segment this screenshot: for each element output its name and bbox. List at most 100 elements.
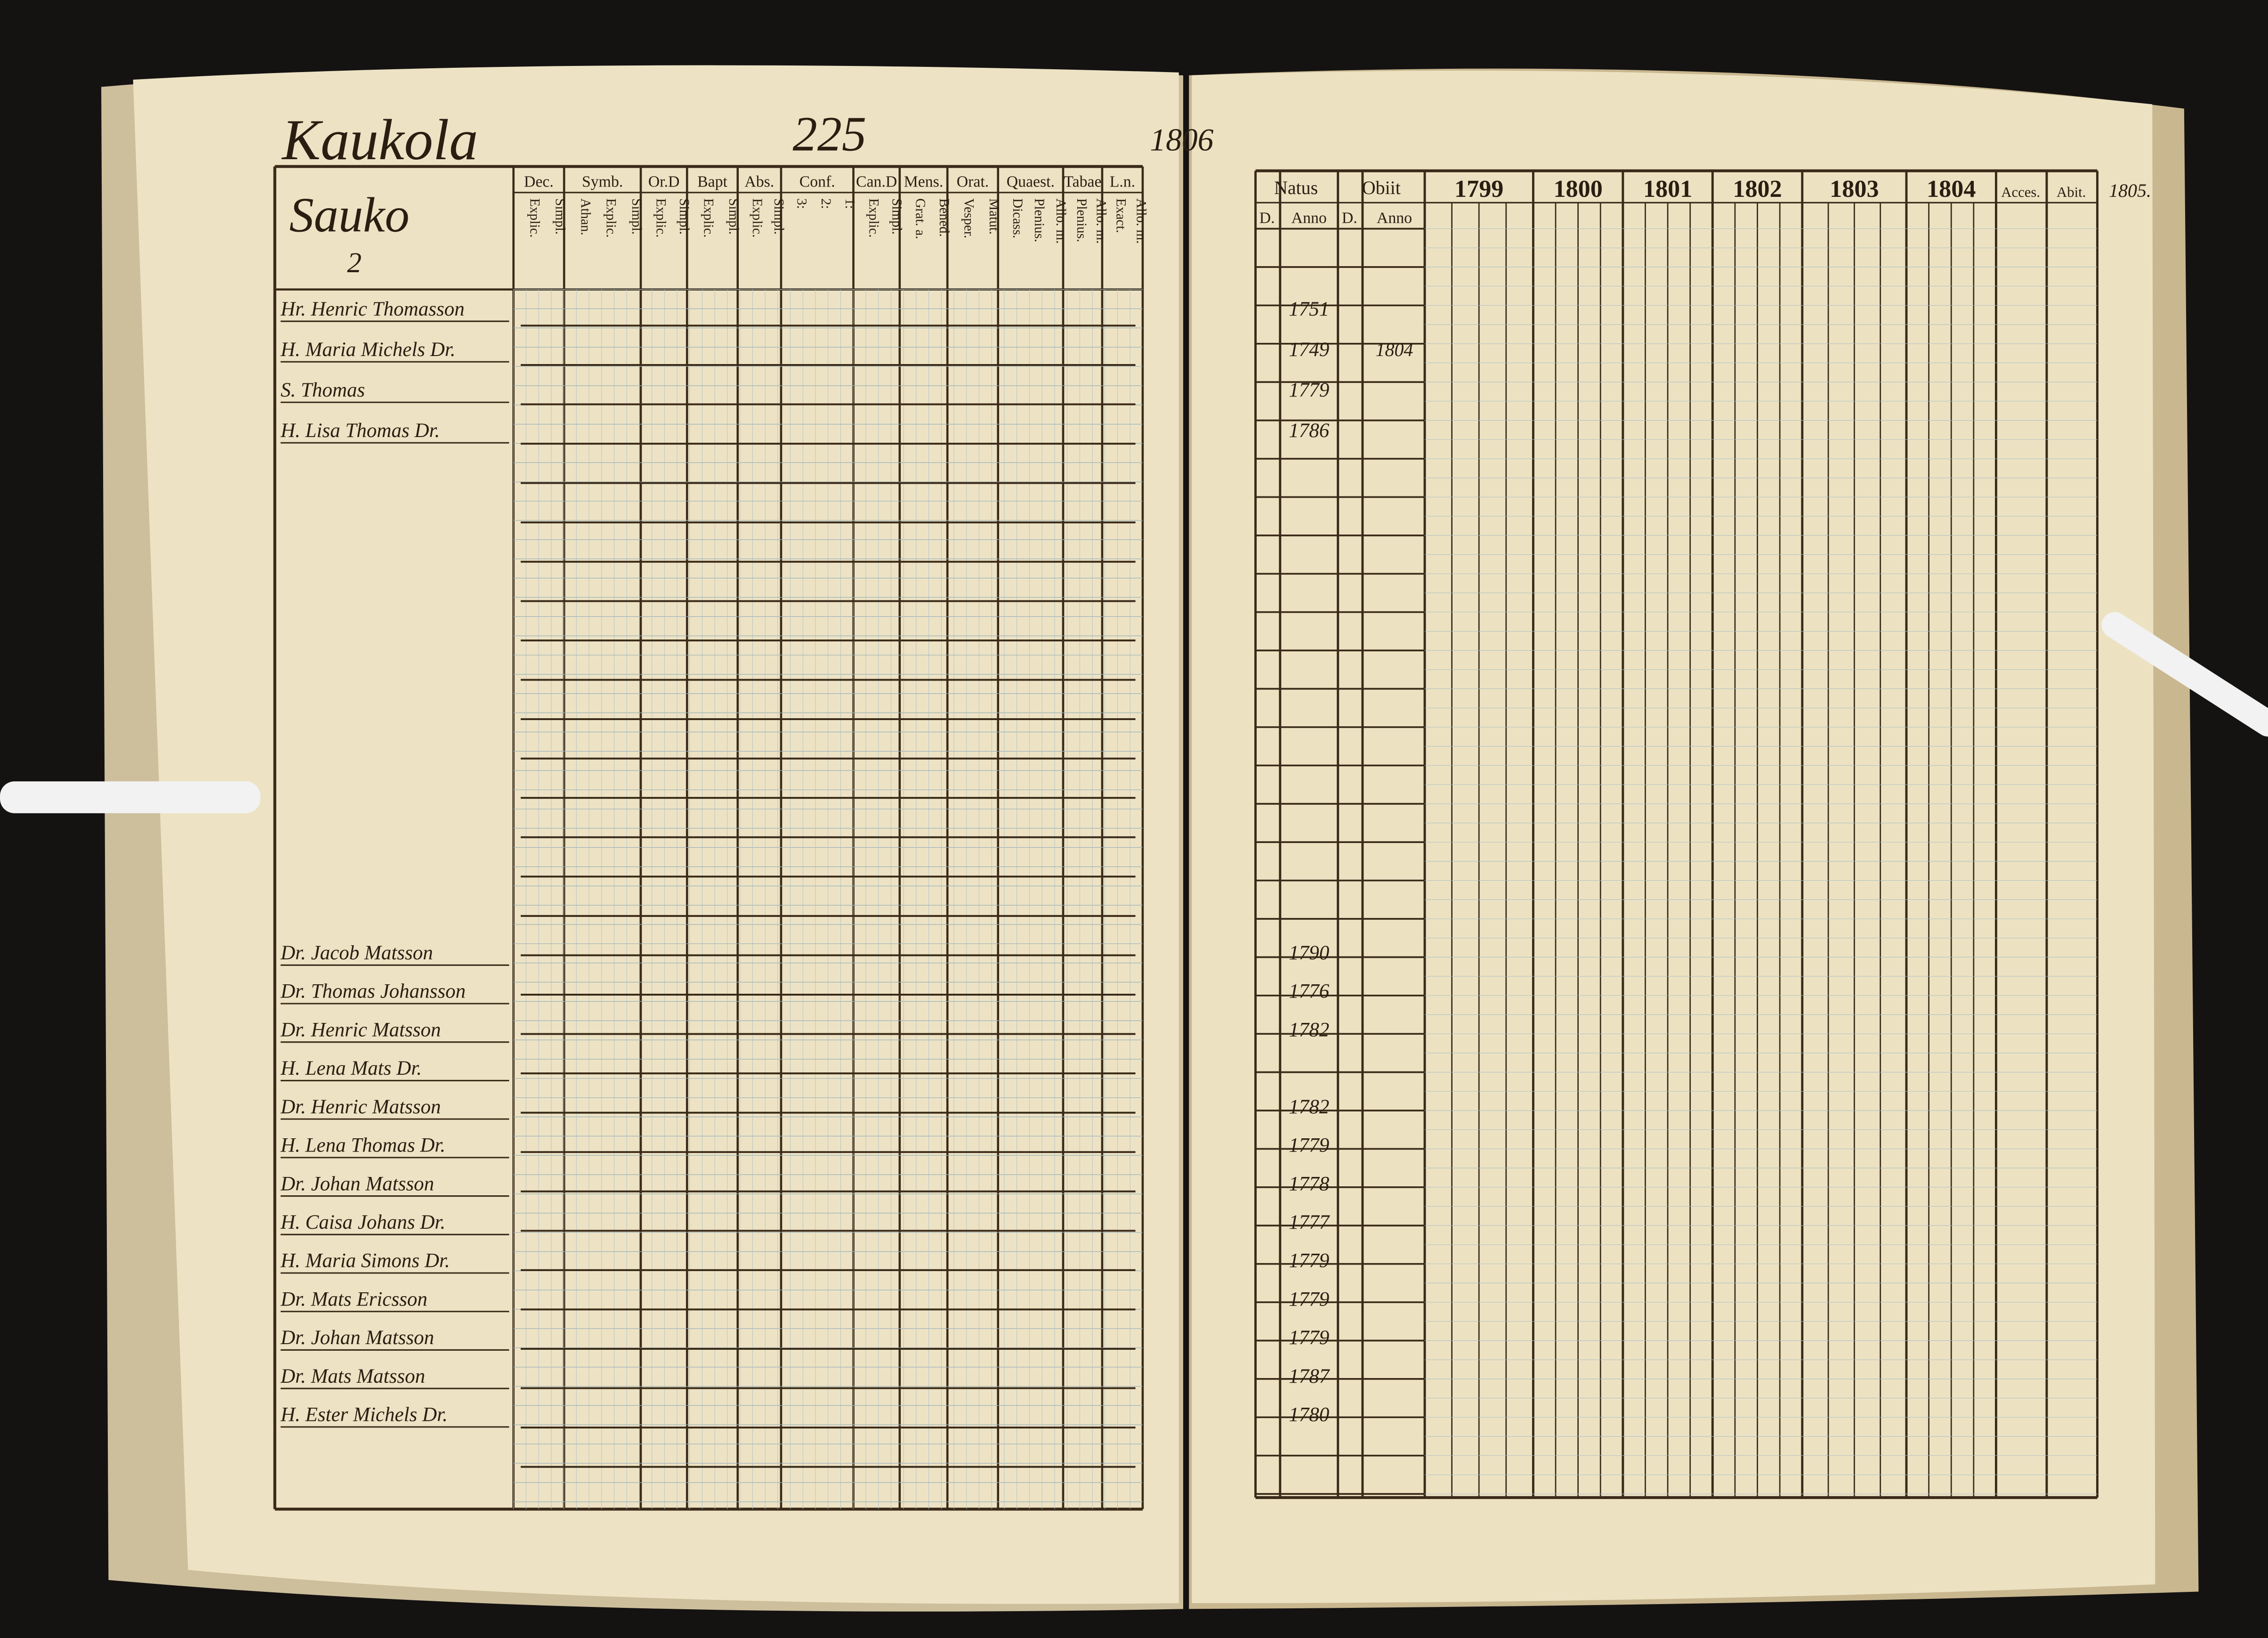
birth-year: 1782 bbox=[1289, 1096, 1329, 1118]
bookmark-right bbox=[2101, 612, 2268, 737]
page-number: 225 bbox=[792, 107, 866, 162]
column-subheader: Simpl. bbox=[771, 198, 786, 235]
header-sub: D. bbox=[1342, 209, 1357, 227]
birth-year: 1790 bbox=[1289, 942, 1329, 964]
birth-year: 1779 bbox=[1289, 1327, 1329, 1349]
column-subheader: Simpl. bbox=[677, 198, 692, 235]
birth-year: 1779 bbox=[1289, 379, 1329, 401]
year-header: 1801 bbox=[1643, 175, 1692, 203]
next-year: 1805. bbox=[2109, 180, 2151, 201]
birth-year: 1779 bbox=[1289, 1135, 1329, 1157]
column-subheader: 1: bbox=[842, 198, 857, 209]
column-subheader: 3: bbox=[794, 198, 809, 209]
person-name: Dr. Johan Matsson bbox=[280, 1173, 434, 1195]
header-accessit: Acces. bbox=[2001, 184, 2040, 200]
column-subheader: Explic. bbox=[701, 198, 716, 237]
column-subheader: Explic. bbox=[654, 198, 669, 237]
person-name: Dr. Thomas Johansson bbox=[280, 981, 466, 1003]
right-page bbox=[1192, 70, 2155, 1604]
person-name: H. Lena Thomas Dr. bbox=[280, 1135, 445, 1157]
village-name: Sauko bbox=[289, 188, 409, 243]
person-name: H. Lena Mats Dr. bbox=[280, 1057, 422, 1079]
person-name: H. Maria Simons Dr. bbox=[280, 1250, 450, 1272]
column-subheader: Explic. bbox=[750, 198, 765, 237]
person-name: Dr. Mats Ericsson bbox=[280, 1288, 428, 1310]
column-header: Can.D bbox=[856, 173, 897, 191]
birth-year: 1778 bbox=[1289, 1173, 1329, 1195]
column-subheader: Simpl. bbox=[726, 198, 741, 235]
header-sub: D. bbox=[1259, 209, 1275, 227]
column-header: L.n. bbox=[1110, 173, 1135, 191]
column-header: Symb. bbox=[582, 173, 623, 191]
column-subheader: Explic. bbox=[527, 198, 542, 237]
person-name: H. Ester Michels Dr. bbox=[280, 1404, 448, 1426]
column-subheader: Plenius. bbox=[1074, 198, 1089, 242]
page-number-right: 1806 bbox=[1150, 122, 1213, 158]
column-header: Orat. bbox=[957, 173, 989, 191]
birth-year: 1787 bbox=[1289, 1365, 1330, 1387]
person-name: Hr. Henric Thomasson bbox=[280, 298, 465, 320]
column-header: Mens. bbox=[904, 173, 944, 191]
year-header: 1804 bbox=[1927, 175, 1976, 203]
birth-year: 1786 bbox=[1289, 420, 1329, 442]
column-subheader: Explic. bbox=[866, 198, 881, 237]
birth-year: 1776 bbox=[1289, 981, 1329, 1003]
person-name: H. Lisa Thomas Dr. bbox=[280, 420, 440, 442]
column-subheader: Dicass. bbox=[1010, 198, 1025, 238]
column-subheader: Explic. bbox=[604, 198, 619, 237]
column-subheader: Allo. m. bbox=[1134, 198, 1149, 243]
person-name: H. Maria Michels Dr. bbox=[280, 339, 455, 361]
year-header: 1803 bbox=[1830, 175, 1879, 203]
year-header: 1799 bbox=[1454, 175, 1503, 203]
column-subheader: Matut. bbox=[986, 198, 1001, 235]
person-name: Dr. Mats Matsson bbox=[280, 1365, 425, 1387]
column-subheader: Simpl. bbox=[552, 198, 567, 235]
year-header: 1800 bbox=[1553, 175, 1602, 203]
birth-year: 1777 bbox=[1289, 1211, 1330, 1233]
header-abit: Abit. bbox=[2057, 184, 2086, 200]
bookmark-left bbox=[0, 781, 260, 813]
column-header: Conf. bbox=[799, 173, 835, 191]
column-header: Or.D bbox=[648, 173, 680, 191]
column-subheader: 2: bbox=[818, 198, 833, 209]
household-number: 2 bbox=[347, 247, 362, 279]
header-born: Natus bbox=[1274, 177, 1318, 198]
death-year: 1804 bbox=[1376, 339, 1413, 360]
column-subheader: Athan. bbox=[578, 198, 593, 235]
birth-year: 1751 bbox=[1289, 298, 1329, 320]
left-page bbox=[133, 65, 1179, 1604]
column-subheader: Exact. bbox=[1114, 198, 1129, 233]
parish-name: Kaukola bbox=[281, 107, 478, 172]
column-subheader: Simpl. bbox=[889, 198, 904, 235]
person-name: Dr. Henric Matsson bbox=[280, 1096, 441, 1118]
birth-year: 1779 bbox=[1289, 1288, 1329, 1310]
column-subheader: Plenius. bbox=[1032, 198, 1047, 242]
column-header: Abs. bbox=[744, 173, 774, 191]
header-sub: Anno bbox=[1377, 209, 1412, 227]
birth-year: 1782 bbox=[1289, 1019, 1329, 1041]
person-name: Dr. Johan Matsson bbox=[280, 1327, 434, 1349]
birth-year: 1779 bbox=[1289, 1250, 1329, 1272]
header-sub: Anno bbox=[1291, 209, 1327, 227]
column-header: Tabae bbox=[1064, 173, 1101, 191]
column-header: Bapt bbox=[697, 173, 727, 191]
birth-year: 1780 bbox=[1289, 1404, 1329, 1426]
column-header: Dec. bbox=[524, 173, 554, 191]
column-subheader: Allo. m. bbox=[1093, 198, 1108, 243]
column-subheader: Grat. a. bbox=[912, 198, 928, 239]
person-name: Dr. Henric Matsson bbox=[280, 1019, 441, 1041]
ruled-grid bbox=[273, 165, 2099, 1511]
person-name: S. Thomas bbox=[281, 379, 365, 401]
person-name: H. Caisa Johans Dr. bbox=[280, 1211, 445, 1233]
person-name: Dr. Jacob Matsson bbox=[280, 942, 433, 964]
header-died: Obiit bbox=[1362, 177, 1401, 198]
register-content: Dec. Explic. Simpl. Symb. Athan. Explic. Simpl… bbox=[280, 173, 2151, 1426]
year-header: 1802 bbox=[1733, 175, 1782, 203]
column-subheader: Allo. m. bbox=[1053, 198, 1068, 243]
column-header: Quaest. bbox=[1007, 173, 1055, 191]
column-subheader: Vesper. bbox=[961, 198, 976, 238]
column-subheader: Simpl. bbox=[629, 198, 644, 235]
birth-year: 1749 bbox=[1289, 339, 1329, 361]
